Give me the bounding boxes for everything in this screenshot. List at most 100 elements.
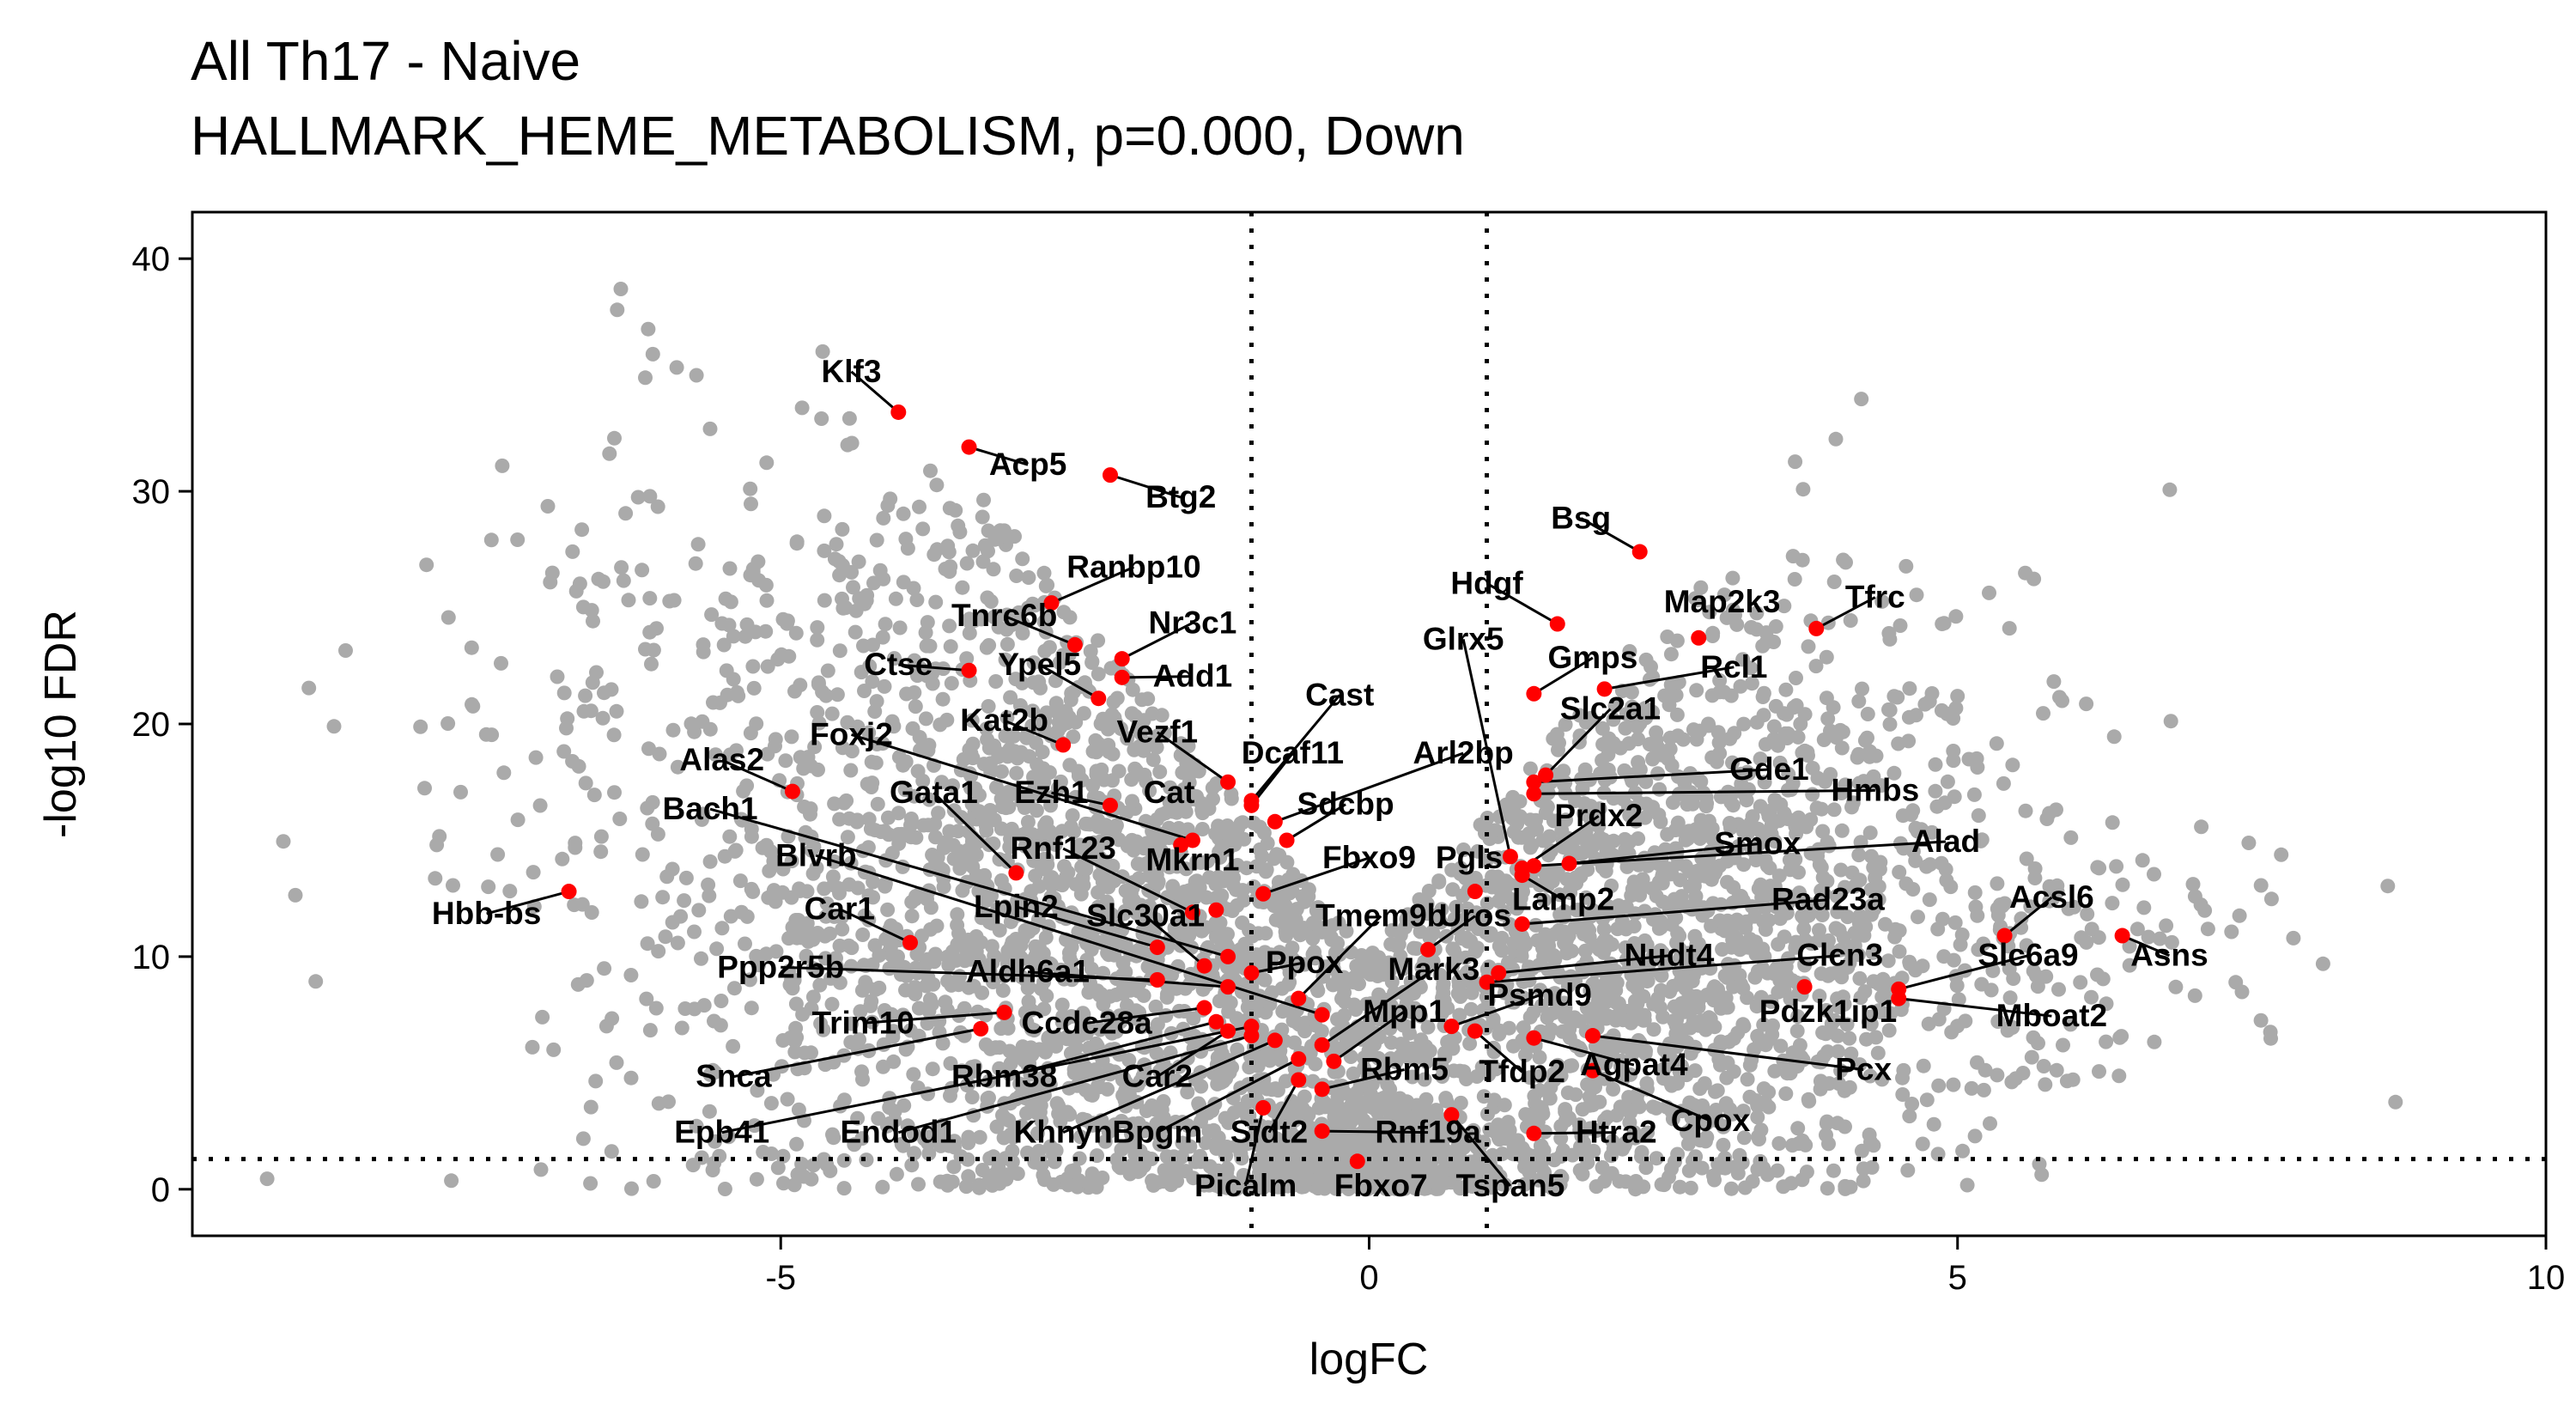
background-point — [702, 421, 718, 436]
background-point — [1043, 890, 1059, 904]
background-point — [1772, 755, 1788, 770]
background-point — [1643, 660, 1658, 674]
background-point — [1835, 724, 1850, 739]
y-axis-title: -log10 FDR — [36, 610, 86, 838]
background-point — [2079, 696, 2094, 712]
background-point — [1764, 830, 1779, 845]
background-point — [907, 982, 922, 998]
background-point — [1494, 930, 1510, 946]
background-point — [861, 812, 877, 827]
background-point — [1799, 819, 1814, 835]
label-connector — [1498, 954, 1670, 975]
background-point — [1723, 1181, 1739, 1196]
background-point — [1926, 1116, 1941, 1132]
background-point — [1625, 699, 1640, 715]
background-point — [1186, 920, 1201, 935]
gene-label: Gmps — [1547, 640, 1637, 675]
background-point — [1039, 988, 1054, 1004]
background-point — [1500, 955, 1516, 970]
label-connector — [1274, 751, 1464, 824]
background-point — [1432, 1165, 1448, 1181]
background-point — [1816, 1049, 1832, 1064]
highlight-point — [1149, 972, 1165, 988]
background-point — [1612, 1174, 1627, 1189]
background-point — [897, 782, 913, 798]
background-point — [1862, 744, 1878, 759]
gene-label: Rbm38 — [951, 1059, 1057, 1094]
label-connector — [1333, 1010, 1406, 1063]
background-point — [1701, 716, 1716, 732]
background-point — [820, 663, 835, 678]
background-point — [2200, 921, 2215, 937]
background-point — [930, 1129, 945, 1145]
background-point — [1258, 1163, 1273, 1178]
background-point — [1040, 577, 1055, 593]
background-point — [891, 836, 907, 851]
background-point — [1798, 1137, 1814, 1152]
background-point — [778, 753, 793, 769]
background-point — [613, 282, 629, 296]
background-point — [623, 968, 639, 982]
background-point — [1910, 824, 1925, 839]
background-point — [1736, 1130, 1752, 1146]
background-point — [1851, 746, 1866, 762]
background-point — [1669, 707, 1685, 722]
background-point — [1275, 915, 1291, 930]
background-point — [1002, 1043, 1018, 1059]
background-point — [1020, 814, 1036, 830]
background-point — [1019, 730, 1034, 745]
background-point — [873, 824, 889, 839]
background-point — [1419, 1055, 1434, 1069]
background-point — [1620, 800, 1636, 815]
background-point — [2136, 900, 2152, 915]
background-point — [481, 879, 496, 895]
background-point — [1838, 960, 1853, 976]
background-point — [1652, 781, 1668, 797]
background-point — [826, 1130, 841, 1146]
background-point — [896, 1138, 911, 1153]
label-connector — [1250, 752, 1294, 806]
background-point — [1066, 1163, 1082, 1178]
background-point — [1036, 1001, 1052, 1017]
background-point — [1719, 1000, 1735, 1015]
background-point — [2026, 964, 2041, 979]
label-connector — [1321, 1129, 1429, 1134]
background-point — [2063, 1017, 2078, 1032]
background-point — [864, 780, 879, 794]
background-point — [960, 1152, 975, 1167]
background-point — [1542, 1091, 1558, 1106]
background-point — [1673, 873, 1688, 888]
background-point — [762, 863, 777, 879]
background-point — [1542, 829, 1558, 844]
background-point — [908, 699, 923, 715]
background-point — [1788, 940, 1803, 955]
background-point — [1056, 605, 1072, 620]
background-point — [1208, 929, 1224, 945]
background-point — [1524, 837, 1540, 853]
background-point — [2135, 853, 2150, 868]
background-point — [1785, 549, 1801, 564]
background-point — [1054, 878, 1070, 893]
background-point — [1696, 1101, 1710, 1116]
background-point — [708, 747, 723, 763]
background-point — [920, 818, 936, 833]
background-point — [1893, 618, 1908, 633]
background-point — [971, 804, 987, 819]
highlight-point — [996, 1004, 1012, 1020]
background-point — [1844, 1046, 1859, 1061]
background-point — [993, 1021, 1009, 1037]
background-point — [1235, 883, 1250, 898]
background-point — [1628, 886, 1643, 902]
background-point — [645, 346, 660, 362]
background-point — [780, 1092, 795, 1107]
background-point — [1438, 1091, 1454, 1106]
gene-label: Car2 — [1122, 1059, 1193, 1094]
background-point — [1622, 644, 1637, 659]
background-point — [718, 591, 733, 606]
gene-label: Hmbs — [1831, 772, 1919, 807]
background-point — [662, 593, 677, 609]
background-point — [1491, 850, 1506, 866]
highlight-point — [1184, 832, 1200, 848]
background-point — [1664, 917, 1680, 933]
background-point — [2099, 996, 2114, 1012]
